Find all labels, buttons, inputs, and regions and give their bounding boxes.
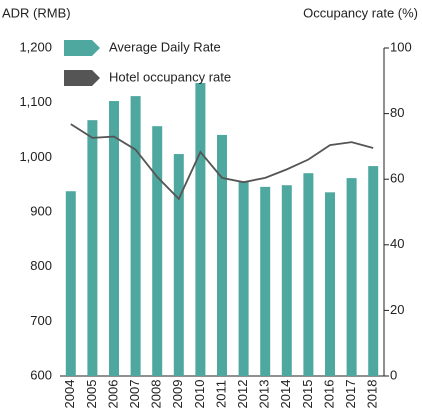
x-tick-label: 2014: [278, 380, 293, 409]
bar: [325, 192, 335, 376]
x-tick-label: 2007: [127, 380, 142, 409]
bar: [87, 120, 98, 376]
y-axis-title: ADR (RMB): [2, 5, 71, 20]
y-tick-label: 700: [30, 313, 52, 328]
x-tick-label: 2008: [149, 380, 164, 409]
legend-label: Hotel occupancy rate: [109, 69, 231, 84]
x-tick-label: 2015: [300, 380, 315, 409]
legend-swatch: [64, 40, 100, 56]
bar: [195, 82, 206, 376]
bar: [238, 181, 249, 376]
y-tick-label: 1,200: [19, 39, 52, 54]
bar: [65, 191, 76, 376]
y-tick-label: 800: [30, 258, 52, 273]
legend-swatch: [64, 70, 100, 86]
y2-tick-label: 100: [390, 39, 412, 54]
line: [70, 123, 374, 201]
y-tick-label: 600: [30, 367, 52, 382]
legend-label: Average Daily Rate: [109, 39, 221, 54]
x-tick-label: 2006: [105, 380, 120, 409]
bar: [368, 166, 379, 376]
y-tick-label: 1,000: [19, 149, 52, 164]
x-tick-label: 2012: [235, 380, 250, 409]
bar: [260, 186, 271, 376]
y2-tick-label: 80: [390, 105, 404, 120]
x-tick-label: 2018: [365, 380, 380, 409]
bar: [130, 96, 141, 377]
bar: [281, 185, 292, 376]
bar: [346, 178, 357, 376]
bar: [173, 154, 184, 376]
y2-tick-label: 60: [390, 171, 404, 186]
x-tick-label: 2013: [257, 380, 272, 409]
y-tick-label: 1,100: [19, 94, 52, 109]
y2-tick-label: 40: [390, 236, 404, 251]
bar: [109, 101, 119, 376]
x-tick-label: 2010: [192, 380, 207, 409]
bar: [217, 134, 227, 376]
bar: [152, 126, 163, 376]
x-tick-label: 2009: [170, 380, 185, 409]
x-tick-label: 2011: [213, 380, 228, 408]
x-tick-label: 2004: [62, 380, 77, 409]
y2-tick-label: 20: [390, 302, 404, 317]
x-tick-label: 2016: [321, 380, 336, 409]
y2-axis-title: Occupancy rate (%): [303, 5, 418, 20]
x-tick-label: 2017: [343, 380, 358, 409]
y-tick-label: 900: [30, 203, 52, 218]
bar: [303, 173, 314, 376]
x-tick-label: 2005: [84, 380, 99, 409]
y2-tick-label: 0: [390, 367, 397, 382]
